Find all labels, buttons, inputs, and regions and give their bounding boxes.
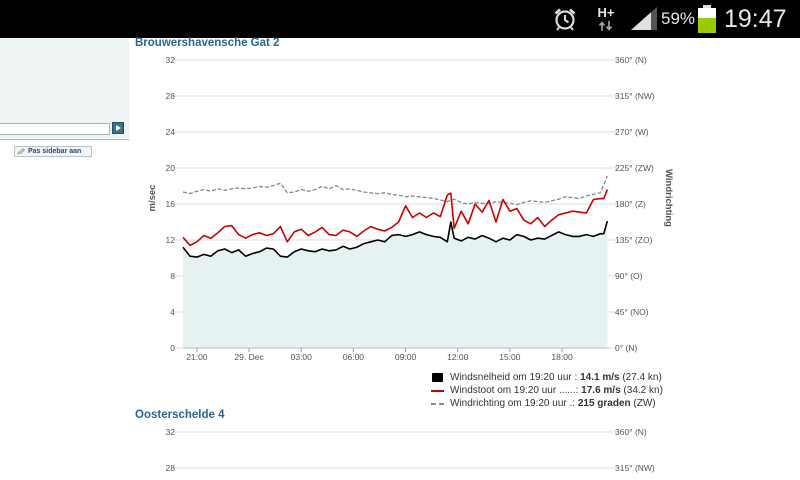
alarm-clock-icon (552, 0, 578, 38)
wind-speed-area (183, 221, 608, 348)
y-right-tick-label: 360° (N) (615, 55, 647, 65)
y-tick-label: 16 (166, 199, 176, 209)
battery-icon (697, 0, 717, 38)
network-activity-icon: H+ (591, 0, 621, 38)
y-right-tick-label: 315° (NW) (615, 463, 655, 473)
y-right-tick-label: 225° (ZW) (615, 163, 654, 173)
battery-percentage: 59% (661, 9, 696, 28)
y-tick-label: 28 (166, 91, 176, 101)
y-right-tick-label: 360° (N) (615, 427, 647, 437)
y-right-tick-label: 180° (Z) (615, 199, 646, 209)
x-tick-label: 29. Dec (234, 352, 264, 362)
x-tick-label: 09:00 (395, 352, 417, 362)
legend-swatch (431, 402, 444, 405)
chart-title: Brouwershavensche Gat 2 (135, 37, 280, 49)
x-tick-label: 15:00 (499, 352, 521, 362)
y-tick-label: 0 (170, 343, 175, 353)
legend-swatch (432, 373, 443, 382)
legend-swatch (431, 389, 444, 392)
sidebar-divider (0, 139, 129, 140)
y-right-tick-label: 270° (W) (615, 127, 649, 137)
sidebar-search-input[interactable] (0, 123, 110, 135)
legend-item: Windsnelheid om 19:20 uur : 14.1 m/s (27… (431, 371, 691, 384)
y-tick-label: 28 (166, 463, 176, 473)
y-tick-label: 32 (166, 427, 176, 437)
legend-extra: (ZW) (630, 398, 656, 409)
legend-value: 17.6 m/s (581, 385, 621, 396)
play-arrow-icon (116, 125, 121, 131)
legend-extra: (27.4 kn) (619, 372, 662, 383)
wind-chart-brouwershavensche-gat-2: 0 4 8 12 16 20 24 28 32 0° (N) 45° (NO) 90° (O) 135°… (147, 55, 674, 362)
customize-sidebar-label: Pas sidebar aan (28, 148, 82, 155)
legend-item: Windstoot om 19:20 uur ......: 17.6 m/s … (431, 384, 691, 397)
x-tick-label: 21:00 (186, 352, 208, 362)
clock-time: 19:47 (724, 4, 787, 33)
y-right-tick-label: 135° (ZO) (615, 235, 653, 245)
y-axis-label: m/sec (147, 185, 158, 212)
chart-legend: Windsnelheid om 19:20 uur : 14.1 m/s (27… (431, 371, 691, 410)
wind-chart-oosterschelde-4: 32 360° (N) 28 315° (NW) (166, 427, 655, 473)
x-tick-label: 18:00 (551, 352, 573, 362)
y-right-tick-label: 0° (N) (615, 343, 637, 353)
y-tick-label: 32 (166, 55, 176, 65)
y-tick-label: 4 (170, 307, 175, 317)
direction-line (182, 175, 608, 206)
y-right-tick-label: 45° (NO) (615, 307, 649, 317)
status-bar: H+ 59% 19:47 (0, 0, 800, 38)
legend-value: 215 graden (577, 398, 631, 409)
y-tick-label: 20 (166, 163, 176, 173)
sidebar-go-button[interactable] (112, 122, 124, 134)
legend-text: Windrichting om 19:20 uur .: (450, 398, 578, 409)
chart-title-2: Oosterschelde 4 (135, 409, 225, 421)
y-tick-label: 24 (166, 127, 176, 137)
x-tick-label: 03:00 (291, 352, 313, 362)
y-right-tick-label: 90° (O) (615, 271, 643, 281)
sidebar: Pas sidebar aan (0, 38, 129, 480)
x-tick-label: 06:00 (343, 352, 365, 362)
gust-line (182, 189, 609, 247)
signal-strength-icon (629, 0, 659, 38)
x-tick-label: 12:00 (447, 352, 469, 362)
network-type-label: H+ (597, 5, 615, 20)
sidebar-panel (0, 38, 129, 138)
legend-text: Windsnelheid om 19:20 uur : (450, 372, 581, 383)
y-tick-label: 12 (166, 235, 176, 245)
legend-text: Windstoot om 19:20 uur ......: (450, 385, 582, 396)
y-tick-label: 8 (170, 271, 175, 281)
pencil-icon (17, 148, 25, 155)
y-right-axis-label: Windrichting (663, 169, 674, 227)
customize-sidebar-button[interactable]: Pas sidebar aan (14, 146, 92, 157)
y-right-tick-label: 315° (NW) (615, 91, 655, 101)
wind-speed-line (182, 220, 609, 258)
legend-extra: (34.2 kn) (620, 385, 663, 396)
legend-value: 14.1 m/s (580, 372, 620, 383)
legend-item: Windrichting om 19:20 uur .: 215 graden … (431, 397, 691, 410)
